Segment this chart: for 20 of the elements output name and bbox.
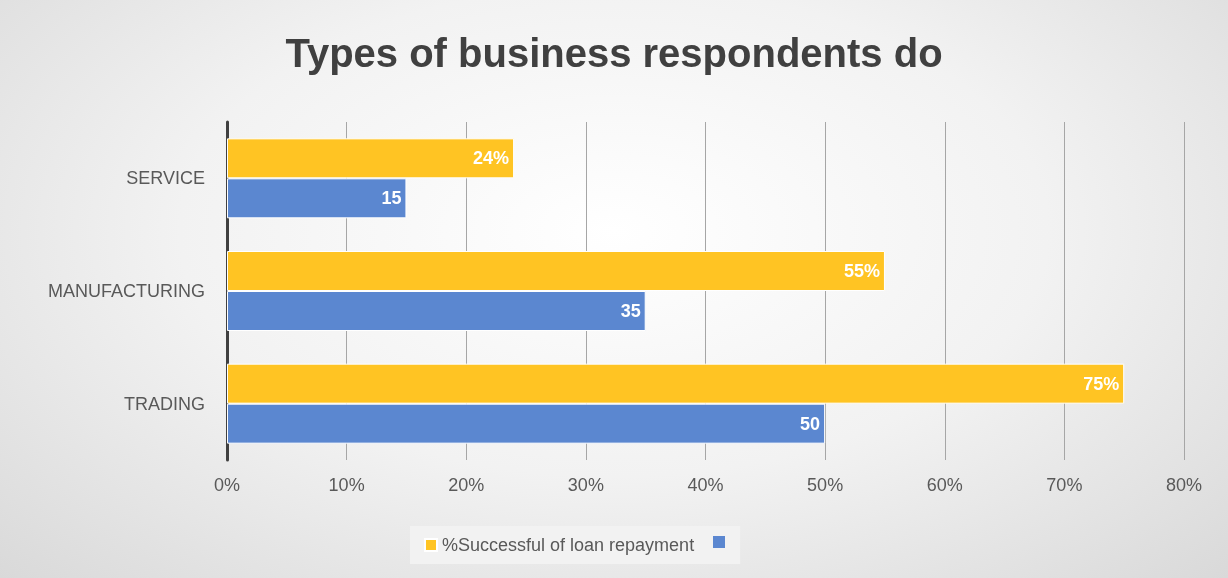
- x-tick-label: 0%: [213, 475, 241, 495]
- x-tick-label: 40%: [687, 475, 724, 495]
- data-label: 35: [620, 301, 641, 321]
- x-tick-label: 50%: [807, 475, 844, 495]
- chart-title: Types of business respondents do: [285, 31, 943, 75]
- y-tick-label: MANUFACTURING: [48, 281, 205, 301]
- x-tick-label: 80%: [1165, 475, 1203, 495]
- y-tick-label: TRADING: [124, 393, 205, 414]
- x-tick-label: 10%: [328, 475, 365, 495]
- data-label: 24%: [473, 148, 510, 169]
- data-label: 50: [800, 413, 821, 434]
- data-label: 75%: [1083, 373, 1120, 394]
- data-label: 15: [381, 188, 402, 209]
- x-tick-label: 70%: [1046, 475, 1083, 495]
- x-tick-label: 30%: [567, 475, 604, 495]
- y-tick-label: SERVICE: [126, 168, 205, 189]
- data-label: 55%: [843, 261, 880, 281]
- x-tick-label: 60%: [926, 475, 963, 495]
- x-tick-label: 20%: [448, 475, 485, 495]
- legend-label: %Successful of loan repayment: [442, 535, 695, 555]
